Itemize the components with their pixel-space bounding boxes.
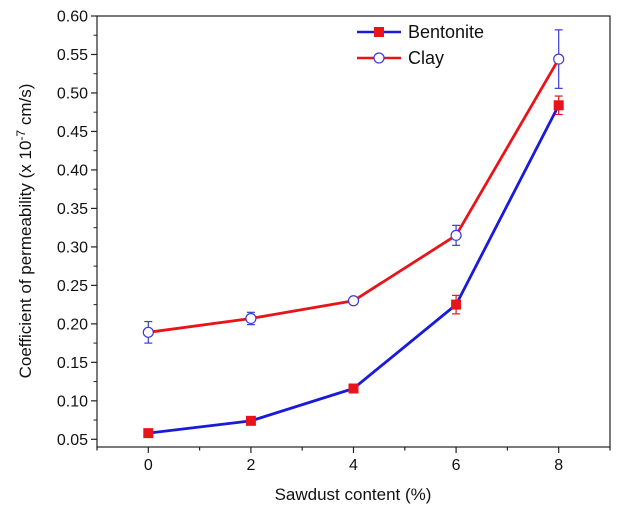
data-point	[348, 383, 359, 394]
data-point	[451, 299, 462, 310]
x-tick-label: 4	[349, 457, 358, 474]
legend-marker-bentonite	[374, 27, 384, 37]
y-tick-label: 0.45	[57, 124, 88, 141]
data-point	[450, 229, 462, 241]
series-line	[148, 58, 560, 334]
x-tick-label: 2	[246, 457, 255, 474]
y-tick-label: 0.40	[57, 162, 88, 179]
y-tick-label: 0.35	[57, 201, 88, 218]
y-tick-label: 0.05	[57, 432, 88, 449]
data-point	[245, 415, 256, 426]
data-point	[553, 100, 564, 111]
y-tick-label: 0.15	[57, 355, 88, 372]
data-point	[347, 295, 360, 307]
x-tick-label: 8	[554, 457, 563, 474]
legend-item-clay: Clay	[357, 48, 444, 68]
x-axis-title: Sawdust content (%)	[275, 485, 432, 504]
series-bentonite	[143, 95, 564, 439]
x-axis: 0 2 4 6 8	[96, 447, 611, 474]
x-tick-label: 0	[144, 457, 153, 474]
y-tick-label: 0.50	[57, 85, 88, 102]
y-tick-label: 0.30	[57, 239, 88, 256]
y-axis-title: Coefficient of permeability (x 10-7 cm/s…	[14, 84, 35, 379]
y-tick-label: 0.55	[57, 47, 88, 64]
y-tick-label: 0.60	[57, 9, 88, 26]
y-tick-label: 0.25	[57, 278, 88, 295]
data-point	[553, 53, 565, 65]
data-point	[143, 428, 154, 439]
series-layer	[142, 29, 565, 439]
legend-label-bentonite: Bentonite	[408, 22, 484, 42]
legend-item-bentonite: Bentonite	[357, 22, 484, 42]
plot-area	[96, 15, 611, 448]
y-tick-label: 0.20	[57, 316, 88, 333]
x-tick-label: 6	[452, 457, 461, 474]
legend: Bentonite Clay	[357, 22, 484, 68]
data-point	[142, 326, 154, 338]
series-clay	[142, 29, 565, 344]
y-axis: 0.05 0.10 0.15 0.20 0.25 0.30 0.35 0.40 0.45 0.50…	[57, 9, 97, 449]
legend-marker-clay	[373, 52, 385, 64]
legend-label-clay: Clay	[408, 48, 444, 68]
y-tick-label: 0.10	[57, 393, 88, 410]
data-point	[245, 312, 257, 325]
